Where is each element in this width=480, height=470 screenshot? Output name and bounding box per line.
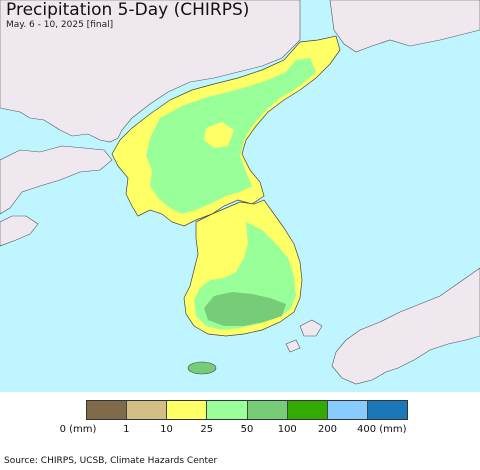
legend-tick-label: 0 (mm) bbox=[59, 424, 97, 435]
china-land bbox=[0, 0, 301, 143]
legend-swatch bbox=[367, 401, 407, 419]
legend-tick-label: 400 (mm) bbox=[356, 424, 407, 435]
legend-swatch bbox=[327, 401, 368, 419]
legend-swatch bbox=[167, 401, 208, 419]
source-credit: Source: CHIRPS, UCSB, Climate Hazards Ce… bbox=[4, 456, 218, 466]
japan-islets bbox=[285, 319, 323, 353]
legend-tick-label: 100 bbox=[277, 424, 297, 435]
russia-land bbox=[329, 0, 480, 53]
legend-tick-label: 50 bbox=[240, 424, 254, 435]
legend-swatch bbox=[287, 401, 328, 419]
south-korea-darker-green bbox=[204, 292, 286, 326]
map-title: Precipitation 5-Day (CHIRPS) bbox=[6, 0, 250, 20]
precipitation-map bbox=[0, 0, 480, 392]
precipitation-legend bbox=[86, 400, 408, 420]
legend-tick-label: 10 bbox=[160, 424, 173, 435]
legend-swatch bbox=[87, 401, 128, 419]
liaodong-coast bbox=[0, 145, 113, 215]
legend-swatch bbox=[127, 401, 168, 419]
japan-land bbox=[331, 267, 480, 385]
legend-swatch bbox=[247, 401, 288, 419]
north-korea-yellow-patch bbox=[204, 122, 234, 148]
map-subtitle: May. 6 - 10, 2025 [final] bbox=[6, 20, 114, 30]
legend-tick-label: 200 bbox=[317, 424, 338, 435]
legend-swatch bbox=[207, 401, 248, 419]
shandong-land bbox=[0, 215, 39, 247]
legend-tick-label: 25 bbox=[200, 424, 214, 435]
jeju-island bbox=[187, 361, 217, 375]
legend-tick-label: 1 bbox=[123, 424, 130, 435]
